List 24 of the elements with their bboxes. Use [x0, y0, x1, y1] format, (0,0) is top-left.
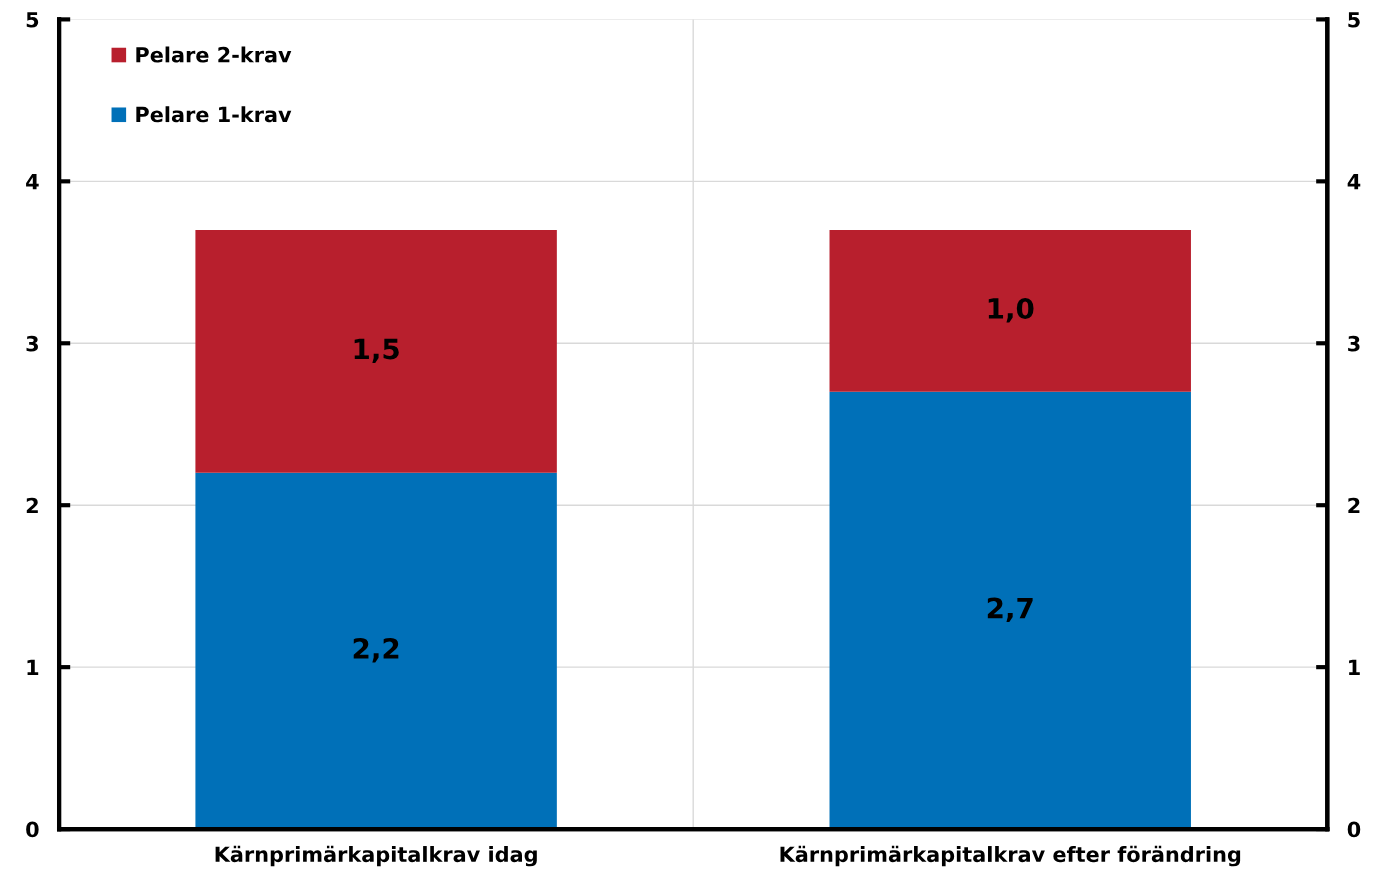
bar — [829, 391, 1191, 830]
data-label: 1,0 — [988, 297, 1034, 323]
y-tick-label: 5 — [26, 12, 39, 28]
legend-label: Pelare 1-krav — [136, 106, 292, 123]
y-tick-label: 1 — [27, 659, 39, 676]
y-tick-label: 3 — [26, 335, 38, 352]
x-tick-label: Kärnprimärkapitalkrav efter förändring — [780, 845, 1241, 867]
x-tick-label: Kärnprimärkapitalkrav idag — [215, 845, 537, 867]
data-label: 2,2 — [353, 638, 399, 663]
data-label: 1,5 — [354, 338, 399, 363]
y-tick-label: 0 — [26, 821, 39, 838]
legend-label: Pelare 2-krav — [136, 46, 292, 63]
y-tick-label: 2 — [26, 497, 38, 514]
bar — [829, 229, 1191, 392]
y2-tick-label: 2 — [1348, 497, 1360, 514]
data-label: 2,7 — [987, 597, 1033, 623]
y2-tick-label: 0 — [1347, 821, 1361, 838]
bar — [195, 472, 557, 830]
y2-tick-label: 3 — [1348, 335, 1360, 352]
y2-tick-label: 1 — [1349, 659, 1360, 676]
y2-tick-label: 4 — [1347, 174, 1361, 190]
bar — [195, 229, 557, 473]
y2-tick-label: 5 — [1348, 12, 1360, 28]
y-tick-label: 4 — [26, 174, 39, 190]
